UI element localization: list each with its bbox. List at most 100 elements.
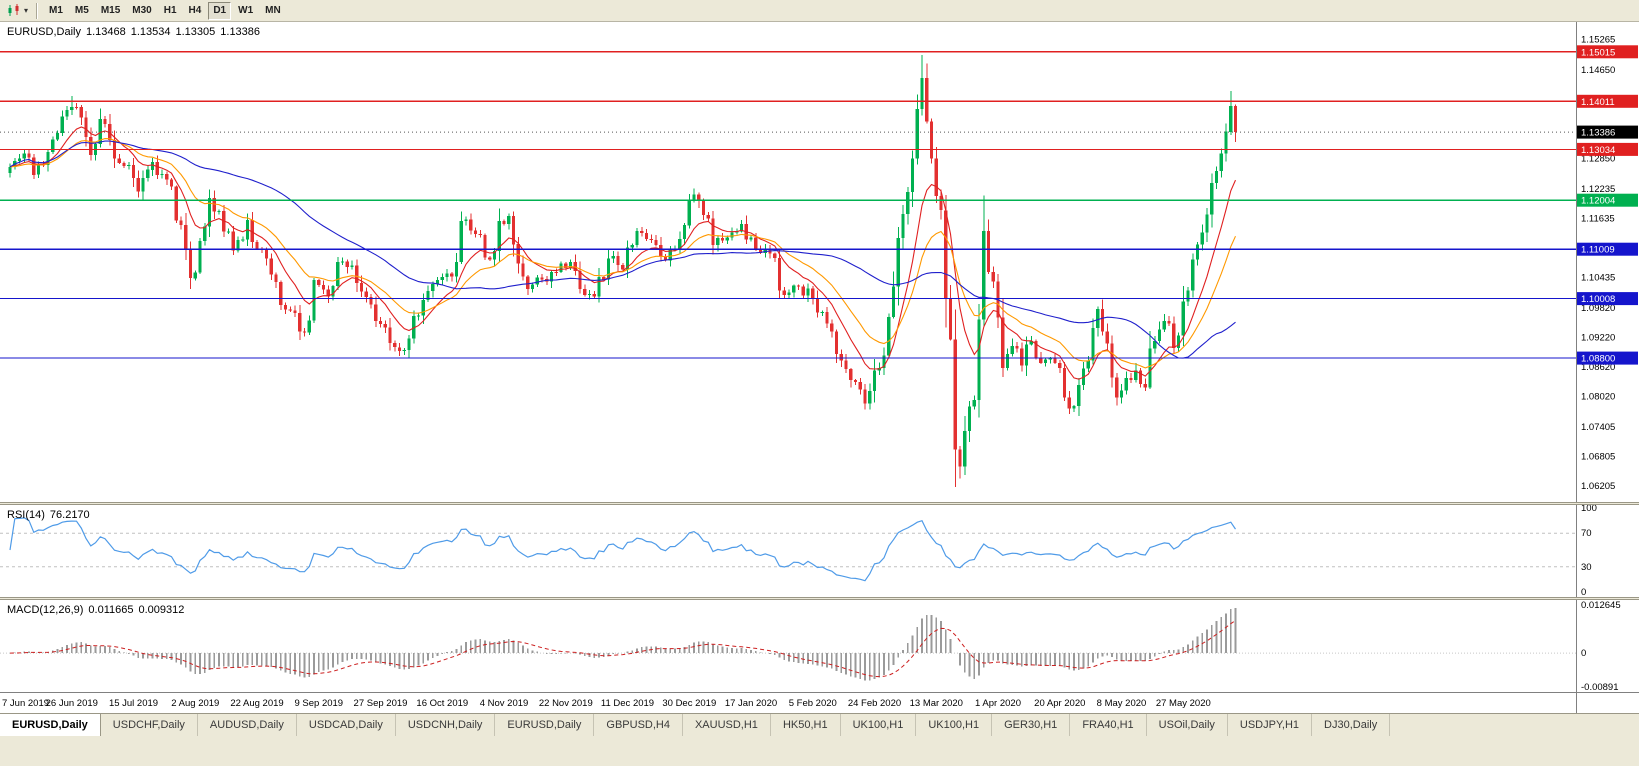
rsi-indicator-panel[interactable]: 100 70 30 0 RSI(14) 76.2170: [0, 505, 1639, 597]
high-value: 1.13534: [130, 26, 171, 38]
price-tick-label: 1.15265: [1581, 34, 1615, 45]
timeframe-button-m5[interactable]: M5: [74, 5, 89, 16]
price-badge: 1.13386: [1577, 125, 1638, 139]
date-label: 11 Dec 2019: [601, 698, 654, 709]
svg-text:1.10008: 1.10008: [1581, 294, 1615, 305]
macd-histogram: [13, 607, 1237, 681]
price-badge: 1.12004: [1577, 193, 1638, 207]
chart-type-dropdown-arrow[interactable]: ▾: [24, 6, 29, 15]
chart-tab-fra40-h1[interactable]: FRA40,H1: [1070, 714, 1147, 736]
macd-indicator-panel[interactable]: 0.012645 0 -0.00891 MACD(12,26,9) 0.011665 0…: [0, 600, 1639, 692]
price-tick-label: 1.14650: [1581, 65, 1615, 76]
date-label: 2 Aug 2019: [171, 698, 219, 709]
date-label: 17 Jan 2020: [725, 698, 777, 709]
date-label: 15 Jul 2019: [109, 698, 158, 709]
timeframe-button-d1[interactable]: D1: [208, 1, 232, 20]
toolbar-separator: [36, 2, 39, 19]
rsi-level-label: 0: [1581, 587, 1586, 597]
chart-tab-eurusd-daily[interactable]: EURUSD,Daily: [495, 714, 595, 736]
price-tick-label: 1.10435: [1581, 273, 1615, 284]
symbol-timeframe-label: EURUSD,Daily: [7, 26, 81, 38]
rsi-axis[interactable]: [1577, 505, 1639, 597]
timeframe-button-mn[interactable]: MN: [265, 5, 281, 16]
price-tick-label: 1.12235: [1581, 184, 1615, 195]
rsi-name-label: RSI(14): [7, 509, 45, 521]
date-label: 7 Jun 2019: [2, 698, 49, 709]
horizontal-level-lines[interactable]: [0, 51, 1576, 359]
open-value: 1.13468: [85, 26, 126, 38]
timeframe-toolbar: ▾ M1 M5 M15 M30 H1 H4 D1 W1 MN: [0, 0, 1639, 22]
price-tick-label: 1.12850: [1581, 154, 1615, 165]
chart-tab-usdjpy-h1[interactable]: USDJPY,H1: [1227, 714, 1313, 736]
timeframe-button-w1[interactable]: W1: [238, 5, 254, 16]
price-tick-label: 1.09220: [1581, 332, 1615, 343]
panel-splitter[interactable]: [0, 597, 1639, 600]
macd-tick-label: -0.00891: [1581, 682, 1619, 692]
price-tick-label: 1.09820: [1581, 303, 1615, 314]
chart-tab-usoil-daily[interactable]: USOil,Daily: [1146, 714, 1228, 736]
price-tick-label: 1.08620: [1581, 362, 1615, 373]
price-chart-panel[interactable]: 1.152651.146501.140401.134251.128501.122…: [0, 22, 1639, 502]
price-badge: 1.15015: [1577, 45, 1638, 59]
window-bottom-strip: [0, 736, 1639, 766]
price-badge: 1.14011: [1577, 94, 1638, 108]
timeframe-button-h4[interactable]: H4: [188, 5, 202, 16]
price-badge: 1.10008: [1577, 292, 1638, 306]
chart-tab-ger30-h1[interactable]: GER30,H1: [992, 714, 1071, 736]
timeframe-button-m30[interactable]: M30: [132, 5, 152, 16]
rsi-header: RSI(14) 76.2170: [7, 509, 95, 521]
chart-tab-uk100-h1[interactable]: UK100,H1: [840, 714, 917, 736]
date-label: 5 Feb 2020: [789, 698, 837, 709]
price-tick-label: 1.07405: [1581, 422, 1615, 433]
price-badge: 1.13034: [1577, 142, 1638, 156]
date-label: 13 Mar 2020: [910, 698, 963, 709]
chart-tab-usdcad-daily[interactable]: USDCAD,Daily: [296, 714, 396, 736]
svg-text:1.08800: 1.08800: [1581, 354, 1615, 365]
price-tick-label: 1.06205: [1581, 481, 1615, 492]
macd-tick-label: 0: [1581, 648, 1586, 659]
timeframe-button-h1[interactable]: H1: [163, 5, 177, 16]
chart-tab-eurusd-daily[interactable]: EURUSD,Daily: [0, 714, 101, 736]
svg-text:1.15015: 1.15015: [1581, 47, 1615, 58]
date-label: 20 Apr 2020: [1034, 698, 1085, 709]
chart-tab-audusd-daily[interactable]: AUDUSD,Daily: [197, 714, 297, 736]
moving-average-21: [9, 138, 1237, 369]
date-label: 4 Nov 2019: [480, 698, 529, 709]
chart-tab-hk50-h1[interactable]: HK50,H1: [770, 714, 841, 736]
panel-splitter[interactable]: [0, 502, 1639, 505]
price-badge: 1.08800: [1577, 351, 1638, 365]
macd-name-label: MACD(12,26,9): [7, 604, 84, 616]
date-label: 1 Apr 2020: [975, 698, 1021, 709]
date-label: 16 Oct 2019: [416, 698, 468, 709]
timeframe-button-m1[interactable]: M1: [49, 5, 63, 16]
chart-tab-xauusd-h1[interactable]: XAUUSD,H1: [682, 714, 771, 736]
macd-signal-line: [9, 620, 1236, 678]
chart-tab-uk100-h1[interactable]: UK100,H1: [916, 714, 993, 736]
chart-tab-gbpusd-h4[interactable]: GBPUSD,H4: [594, 714, 683, 736]
timeframe-button-m15[interactable]: M15: [100, 5, 121, 16]
date-label: 27 Sep 2019: [354, 698, 408, 709]
chart-tab-usdchf-daily[interactable]: USDCHF,Daily: [100, 714, 198, 736]
macd-tick-label: 0.012645: [1581, 600, 1621, 611]
price-tick-label: 1.08020: [1581, 392, 1615, 403]
price-tick-label: 1.11635: [1581, 213, 1615, 224]
date-label: 27 May 2020: [1156, 698, 1211, 709]
date-label: 26 Jun 2019: [46, 698, 98, 709]
macd-axis[interactable]: [1577, 600, 1639, 692]
time-axis[interactable]: 7 Jun 2019 26 Jun 2019 15 Jul 2019 2 Aug 20…: [0, 692, 1639, 713]
chart-ohlc-header: EURUSD,Daily 1.13468 1.13534 1.13305 1.13386: [7, 26, 265, 38]
date-label: 9 Sep 2019: [294, 698, 343, 709]
date-label: 30 Dec 2019: [662, 698, 716, 709]
chart-type-icon[interactable]: [5, 3, 23, 19]
timeframe-buttons-group: M1 M5 M15 M30 H1 H4 D1 W1 MN: [43, 0, 287, 22]
date-label: 22 Aug 2019: [230, 698, 283, 709]
rsi-value: 76.2170: [49, 509, 90, 521]
price-badge: 1.11009: [1577, 242, 1638, 256]
date-label: 24 Feb 2020: [848, 698, 901, 709]
chart-tab-usdcnh-daily[interactable]: USDCNH,Daily: [395, 714, 496, 736]
date-label: 8 May 2020: [1097, 698, 1147, 709]
date-label: 22 Nov 2019: [539, 698, 593, 709]
chart-tab-dj30-daily[interactable]: DJ30,Daily: [1312, 714, 1391, 736]
svg-text:1.13386: 1.13386: [1581, 128, 1615, 139]
